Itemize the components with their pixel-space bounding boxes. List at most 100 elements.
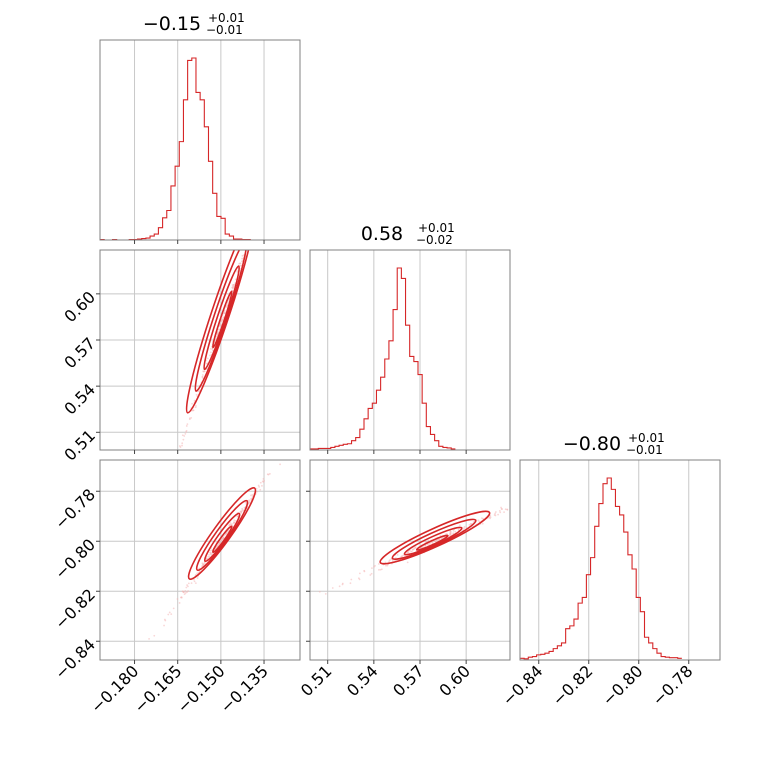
sample-point bbox=[167, 613, 170, 616]
sample-point bbox=[262, 477, 265, 480]
sample-point bbox=[457, 528, 460, 530]
sample-point bbox=[454, 530, 457, 533]
sample-point bbox=[184, 592, 187, 594]
sample-point bbox=[246, 244, 248, 246]
sample-point bbox=[216, 545, 219, 548]
sample-point bbox=[172, 607, 175, 610]
sample-point bbox=[331, 587, 334, 589]
sample-point bbox=[187, 582, 190, 585]
sample-point bbox=[477, 519, 480, 522]
sample-point bbox=[236, 270, 239, 272]
sample-point bbox=[494, 511, 497, 513]
contour-level-2 bbox=[391, 518, 477, 560]
sample-point bbox=[233, 521, 235, 523]
y-tick-label: −0.78 bbox=[51, 485, 99, 533]
sample-point bbox=[452, 532, 455, 535]
sample-point bbox=[370, 572, 373, 575]
sample-point bbox=[493, 514, 496, 516]
sample-point bbox=[533, 495, 535, 497]
sample-point bbox=[181, 444, 183, 447]
sample-point bbox=[480, 517, 483, 520]
panel-frame bbox=[519, 459, 721, 661]
sample-point bbox=[226, 302, 229, 304]
sample-point bbox=[247, 241, 249, 243]
sample-point bbox=[358, 572, 361, 575]
sample-point bbox=[206, 362, 208, 365]
sample-point bbox=[306, 598, 308, 600]
contour-level-0 bbox=[211, 290, 233, 349]
sample-point bbox=[388, 560, 391, 562]
sample-point bbox=[192, 409, 195, 412]
sample-point bbox=[193, 580, 196, 583]
sample-point bbox=[219, 324, 222, 327]
histogram-line-1 bbox=[310, 267, 456, 450]
sample-point bbox=[349, 582, 352, 585]
param-title-value-1: 0.58 bbox=[361, 223, 403, 245]
x-tick-label: 0.60 bbox=[435, 661, 474, 700]
sample-point bbox=[534, 499, 536, 501]
x-tick-label: 0.51 bbox=[297, 661, 336, 700]
sample-point bbox=[452, 529, 455, 532]
sample-point bbox=[236, 515, 239, 518]
sample-point bbox=[500, 508, 503, 510]
sample-point bbox=[234, 519, 237, 522]
sample-point bbox=[275, 154, 277, 156]
y-tick-label: −0.82 bbox=[51, 585, 99, 633]
sample-point bbox=[188, 418, 191, 421]
sample-point bbox=[396, 553, 399, 556]
density-layer bbox=[147, 154, 277, 545]
sample-point bbox=[410, 550, 412, 553]
param-title-value-0: −0.15 bbox=[143, 13, 201, 35]
corner-panels: −0.15 +0.01−0.010.58 +0.01−0.02−0.80 +0.01−… bbox=[51, 11, 721, 717]
sample-point bbox=[427, 539, 430, 542]
sample-point bbox=[185, 429, 188, 432]
sample-point bbox=[208, 555, 211, 558]
y-tick-label: 0.60 bbox=[60, 287, 99, 326]
sample-point bbox=[168, 611, 171, 614]
sample-point bbox=[510, 507, 512, 509]
contour-level-1 bbox=[403, 526, 463, 556]
sample-point bbox=[168, 480, 170, 482]
histogram-line-2 bbox=[520, 477, 682, 660]
sample-point bbox=[211, 348, 214, 350]
sample-point bbox=[186, 584, 189, 586]
sample-point bbox=[175, 454, 177, 456]
sample-point bbox=[250, 234, 252, 236]
param-title-plus-2: +0.01 bbox=[628, 431, 665, 445]
sample-point bbox=[358, 578, 361, 581]
sample-point bbox=[385, 564, 387, 567]
sample-point bbox=[532, 495, 534, 497]
sample-point bbox=[182, 590, 184, 593]
sample-point bbox=[153, 634, 156, 637]
contour-level-3 bbox=[379, 510, 491, 565]
sample-point bbox=[267, 180, 269, 182]
sample-point bbox=[254, 222, 256, 224]
sample-point bbox=[489, 517, 492, 520]
sample-point bbox=[232, 283, 235, 286]
sample-point bbox=[259, 488, 262, 491]
sample-point bbox=[206, 357, 209, 360]
sample-point bbox=[259, 200, 261, 202]
sample-point bbox=[242, 254, 245, 257]
sample-point bbox=[202, 563, 205, 566]
sample-point bbox=[449, 533, 451, 536]
sample-point bbox=[244, 501, 247, 504]
sample-point bbox=[170, 613, 173, 616]
sample-point bbox=[187, 585, 189, 588]
contour-level-2 bbox=[194, 250, 248, 392]
sample-point bbox=[525, 497, 527, 499]
sample-point bbox=[270, 173, 272, 175]
histogram-line-0 bbox=[100, 57, 259, 241]
sample-point bbox=[413, 547, 416, 550]
sample-point bbox=[194, 582, 197, 585]
sample-point bbox=[147, 543, 149, 545]
sample-point bbox=[268, 472, 271, 475]
sample-point bbox=[386, 564, 389, 567]
sample-point bbox=[255, 487, 258, 490]
sample-point bbox=[234, 278, 237, 281]
sample-point bbox=[252, 226, 254, 228]
sample-point bbox=[246, 246, 248, 248]
sample-point bbox=[260, 197, 262, 199]
sample-point bbox=[170, 475, 172, 477]
contour-level-3 bbox=[185, 250, 255, 414]
